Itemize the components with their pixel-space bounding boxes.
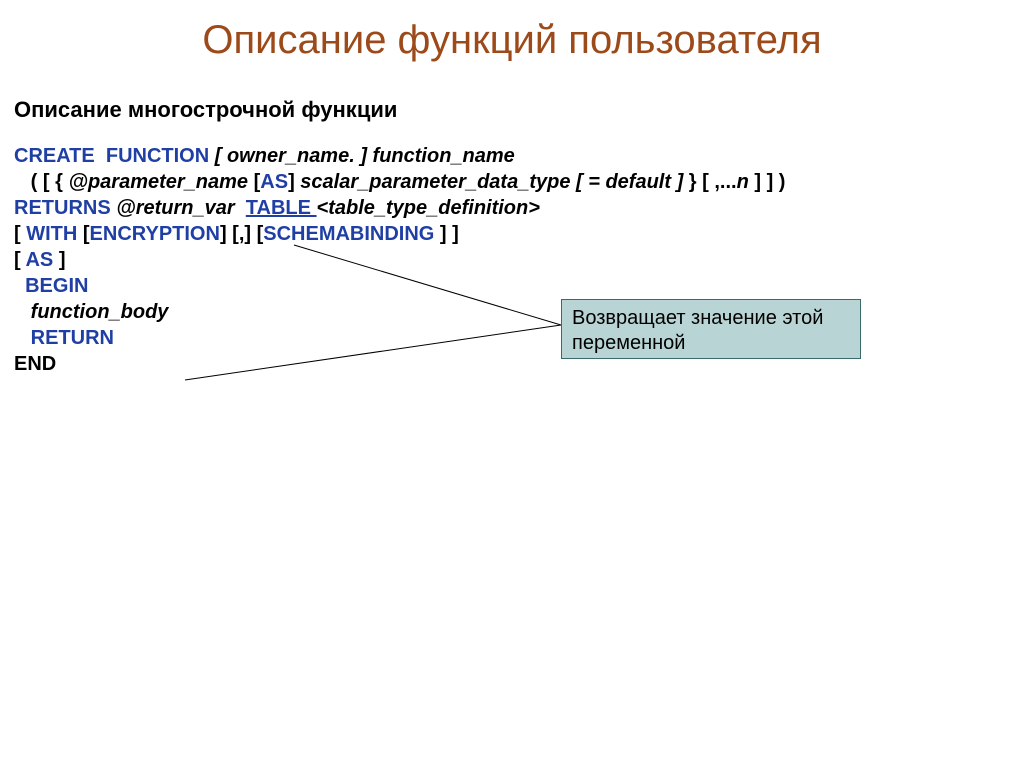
code-l4a: [ — [14, 223, 26, 245]
slide: Описание функций пользователя Описание м… — [0, 0, 1024, 767]
slide-title: Описание функций пользователя — [14, 18, 1010, 63]
callout-box: Возвращает значение этой переменной — [561, 299, 861, 359]
code-n: n — [737, 171, 749, 193]
kw-begin: BEGIN — [14, 275, 88, 297]
kw-as-inline: AS — [260, 171, 288, 193]
code-l5a: [ — [14, 249, 25, 271]
code-l2a: ( [ { — [14, 171, 68, 193]
code-body: function_body — [14, 301, 168, 323]
code-param-name: @parameter_name — [68, 171, 248, 193]
kw-schemabinding: SCHEMABINDING — [263, 223, 440, 245]
callout-text: Возвращает значение этой переменной — [572, 307, 823, 354]
code-l4d: ] ] — [440, 223, 459, 245]
code-l5b: ] — [53, 249, 65, 271]
kw-with: WITH — [26, 223, 83, 245]
code-l4b: [ — [83, 223, 90, 245]
code-param-type: scalar_parameter_data_type [ = default ] — [300, 171, 683, 193]
code-l4c: ] [,] [ — [220, 223, 263, 245]
code-l2d: } [ ,... — [683, 171, 736, 193]
kw-returns: RETURNS — [14, 197, 116, 219]
kw-as: AS — [25, 249, 53, 271]
code-owner-fn: [ owner_name. ] function_name — [215, 145, 515, 167]
slide-subtitle: Описание многострочной функции — [14, 97, 1010, 123]
code-l2e: ] ] ) — [749, 171, 786, 193]
kw-return: RETURN — [14, 327, 114, 349]
code-returnvar: @return_var — [116, 197, 246, 219]
kw-create-function: CREATE FUNCTION — [14, 145, 215, 167]
code-end: END — [14, 353, 56, 375]
kw-encryption: ENCRYPTION — [90, 223, 220, 245]
code-l2b: [ — [248, 171, 260, 193]
kw-table: TABLE — [246, 197, 317, 219]
code-tabletype: <table_type_definition> — [317, 197, 540, 219]
code-l2c: ] — [288, 171, 300, 193]
